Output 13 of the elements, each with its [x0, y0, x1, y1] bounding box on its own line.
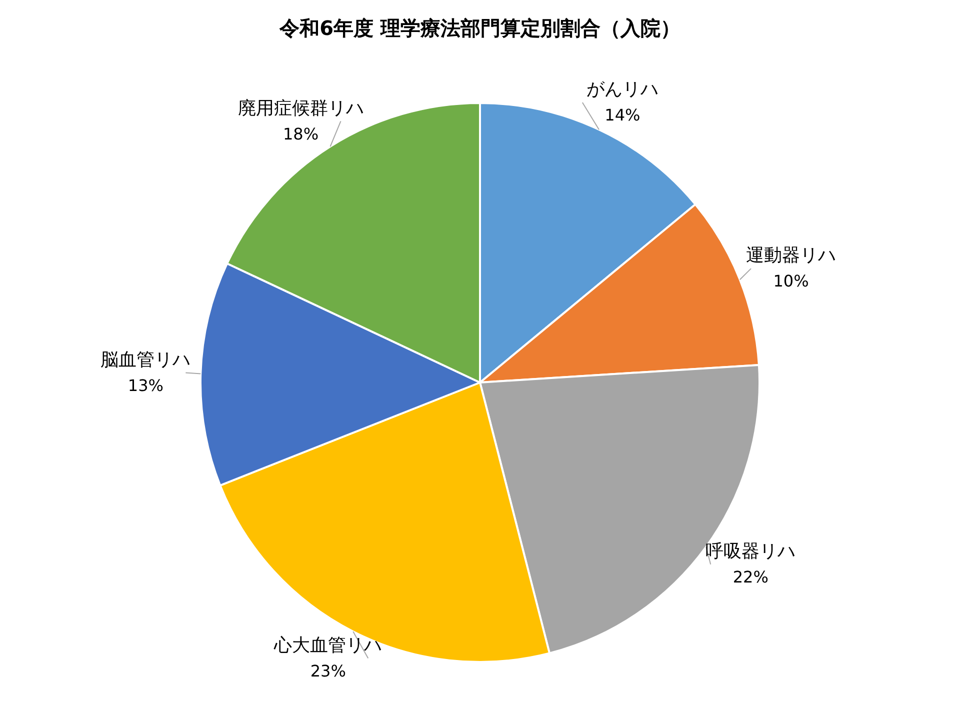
slice-label: 脳血管リハ [100, 349, 191, 370]
data-label: 22% [732, 568, 768, 587]
data-label: 13% [128, 376, 164, 395]
data-label: 18% [282, 124, 319, 144]
slice-label: 廃用症候群リハ [238, 98, 364, 119]
slice-label: 呼吸器リハ [706, 541, 796, 562]
data-label: 10% [773, 272, 809, 291]
slice-label: がんリハ [586, 79, 658, 100]
slice-label: 運動器リハ [746, 245, 836, 266]
slice-label: 心大血管リハ [273, 634, 382, 656]
data-label: 14% [604, 106, 640, 125]
data-label: 23% [310, 661, 346, 680]
chart-title: 令和6年度 理学療法部門算定別割合（入院） [278, 16, 680, 40]
